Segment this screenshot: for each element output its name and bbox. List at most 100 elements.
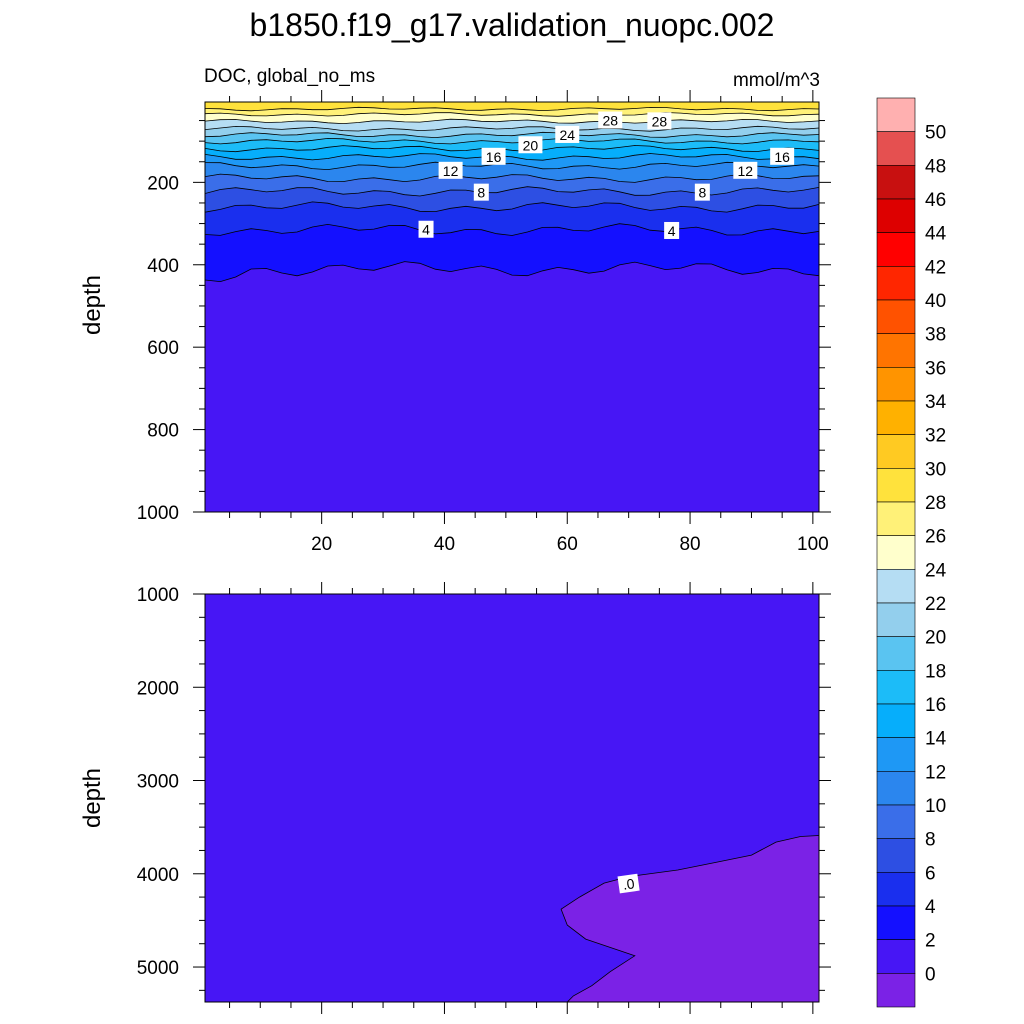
contour-line <box>205 161 819 171</box>
contour-label-text: 8 <box>698 185 706 201</box>
colorbar-label: 16 <box>925 695 946 716</box>
contour-line <box>205 106 819 112</box>
contour-line <box>205 137 819 145</box>
colorbar-box <box>876 838 916 873</box>
contour-label-text: 16 <box>774 149 790 165</box>
colorbar-label: 48 <box>925 156 946 177</box>
contour-label: 4 <box>418 220 434 238</box>
contour-label: 24 <box>555 125 580 143</box>
colorbar-label: 8 <box>925 830 936 851</box>
contour-label: 12 <box>733 161 758 179</box>
contour-label: 16 <box>481 147 506 165</box>
contour-line <box>205 145 819 153</box>
contour-label: .0 <box>617 873 640 894</box>
colorbar-box <box>876 973 916 1008</box>
colorbar-box <box>876 198 916 233</box>
contour-label: 16 <box>770 147 795 165</box>
upper-panel-title-left: DOC, global_no_ms <box>204 66 375 87</box>
contour-line <box>205 131 819 139</box>
colorbar-label: 22 <box>925 594 946 615</box>
colorbar-box <box>876 804 916 839</box>
zero-region-fill <box>560 835 819 1002</box>
contour-line <box>205 112 819 117</box>
colorbar-box <box>876 468 916 503</box>
colorbar-label: 0 <box>925 964 936 985</box>
x-tick-label: 100 <box>797 534 829 555</box>
contour-label-text: 12 <box>738 163 754 179</box>
colorbar-box <box>876 97 916 132</box>
colorbar-box <box>876 367 916 402</box>
contour-label: 28 <box>647 112 672 130</box>
contour-label-text: 20 <box>523 137 539 153</box>
lower-plot-frame <box>204 593 820 1003</box>
y-tick-label: 3000 <box>137 772 179 793</box>
x-tick-label: 80 <box>679 534 700 555</box>
colorbar-box <box>876 771 916 806</box>
colorbar-label: 44 <box>925 224 947 245</box>
contour-line <box>205 173 819 183</box>
colorbar-label: 30 <box>925 459 946 480</box>
contour-line <box>205 186 819 197</box>
colorbar-box <box>876 232 916 267</box>
colorbar-label: 24 <box>925 560 947 581</box>
contour-line <box>205 201 819 213</box>
upper-plot-frame <box>204 101 820 513</box>
upper-panel: 28 28 24 20 16 16 12 12 8 8 4 4 20 40 60 80 100 200 400 600… <box>79 90 831 555</box>
colorbar-box <box>876 535 916 570</box>
contour-label-text: .0 <box>622 875 636 892</box>
colorbar-label: 4 <box>925 897 936 918</box>
contour-label: 12 <box>438 161 463 179</box>
contour-label: 4 <box>664 221 680 239</box>
lower-panel: .0 1000 2000 3000 4000 5000 depth <box>79 582 831 1014</box>
colorbar-label: 10 <box>925 796 946 817</box>
contour-line <box>205 125 819 132</box>
y-tick-label: 200 <box>147 173 179 194</box>
colorbar-label: 20 <box>925 628 946 649</box>
contour-label-text: 28 <box>602 113 618 129</box>
y-tick-label: 1000 <box>137 503 179 524</box>
colorbar-box <box>876 165 916 200</box>
colorbar-box <box>876 501 916 536</box>
colorbar-label: 18 <box>925 661 946 682</box>
colorbar-label: 36 <box>925 358 946 379</box>
colorbar-label: 6 <box>925 863 936 884</box>
colorbar-box <box>876 636 916 671</box>
y-tick-label: 5000 <box>137 958 179 979</box>
colorbar-label: 2 <box>925 931 936 952</box>
contour-label-text: 12 <box>443 163 459 179</box>
contour-label-text: 4 <box>668 223 676 239</box>
contour-label-text: 8 <box>477 185 485 201</box>
colorbar-box <box>876 602 916 637</box>
colorbar-label: 32 <box>925 426 946 447</box>
contour-label: 8 <box>694 183 710 201</box>
colorbar-box <box>876 670 916 705</box>
y-tick-label: 600 <box>147 338 179 359</box>
colorbar-label: 46 <box>925 190 946 211</box>
upper-band-fill <box>205 102 819 111</box>
contour-label: 28 <box>598 111 623 129</box>
x-tick-label: 40 <box>434 534 455 555</box>
colorbar-label: 34 <box>925 392 947 413</box>
colorbar-box <box>876 400 916 435</box>
contour-label: 8 <box>473 183 489 201</box>
colorbar-label: 12 <box>925 762 946 783</box>
contour-label-text: 4 <box>422 222 430 238</box>
colorbar-box <box>876 703 916 738</box>
y-tick-label: 800 <box>147 421 179 442</box>
colorbar-box <box>876 333 916 368</box>
contour-label-text: 24 <box>559 127 575 143</box>
colorbar-box <box>876 299 916 334</box>
x-tick-label: 20 <box>311 534 332 555</box>
colorbar-label: 40 <box>925 291 946 312</box>
y-tick-label: 1000 <box>137 585 179 606</box>
contour-label: 20 <box>518 136 543 154</box>
colorbar-box <box>876 266 916 301</box>
x-tick-label: 60 <box>557 534 578 555</box>
colorbar-label: 26 <box>925 527 946 548</box>
colorbar-box <box>876 569 916 604</box>
contour-line <box>205 118 819 125</box>
colorbar-box <box>876 872 916 907</box>
colorbar-box <box>876 905 916 940</box>
lower-y-axis-title: depth <box>79 768 106 828</box>
